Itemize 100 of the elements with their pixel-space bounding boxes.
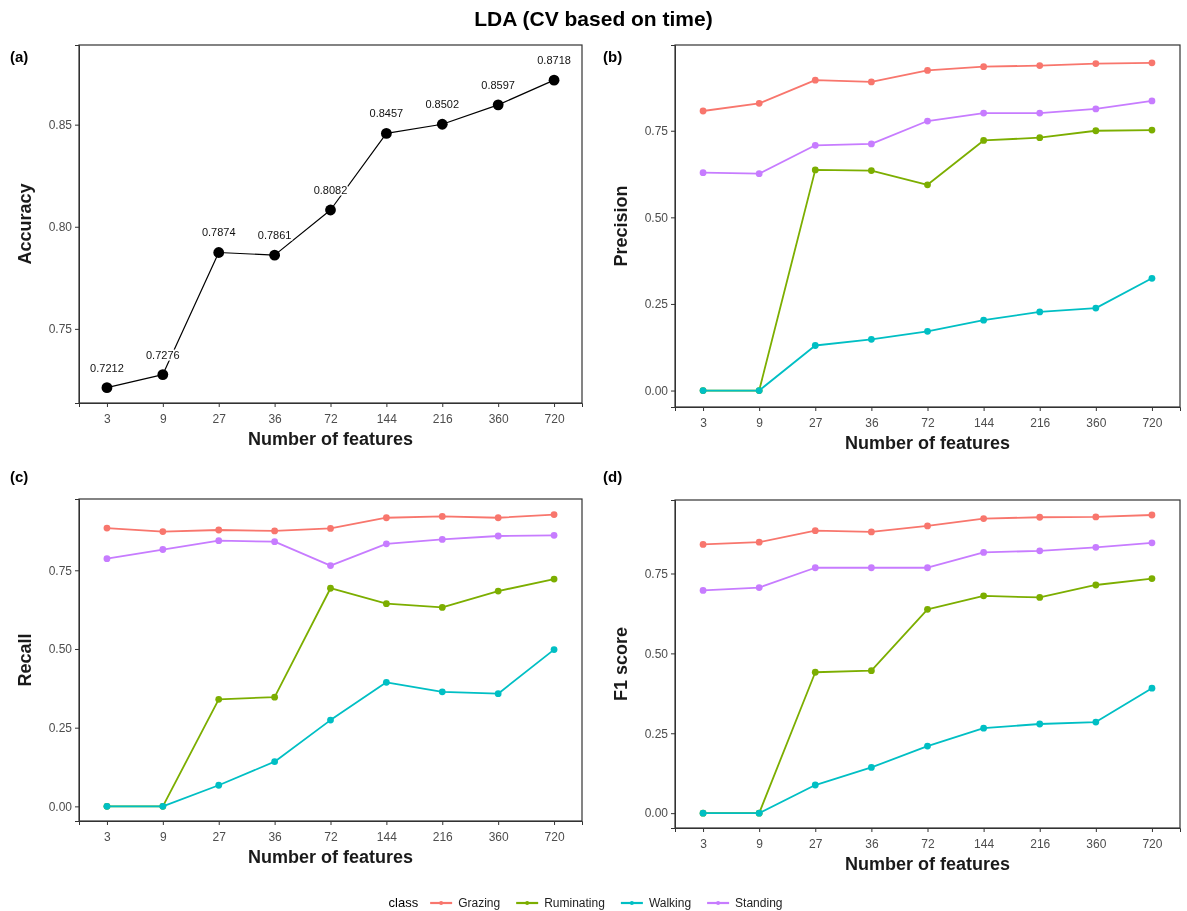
x-tick-label: 216: [1030, 416, 1051, 431]
point: [1092, 304, 1100, 312]
y-tick-label: 0.75: [48, 322, 73, 337]
point: [699, 169, 707, 177]
point: [699, 587, 707, 594]
x-tick-label: 144: [376, 412, 398, 427]
point: [215, 695, 223, 703]
x-tick-label: 36: [865, 837, 879, 852]
point: [1036, 513, 1044, 521]
point: [382, 678, 390, 686]
x-tick-label: 720: [1142, 416, 1163, 431]
x-tick-label: 36: [268, 830, 283, 845]
x-tick-label: 144: [974, 837, 995, 852]
point: [436, 118, 448, 130]
x-tick-label: 72: [921, 837, 935, 852]
point: [327, 584, 334, 592]
text: (c): [10, 468, 29, 485]
point: [325, 204, 336, 216]
y-tick-label: 0.50: [48, 642, 73, 657]
x-tick-label: 9: [756, 837, 764, 852]
point: [1036, 134, 1044, 142]
point: [382, 600, 390, 608]
point: [1148, 59, 1156, 67]
point: [327, 525, 334, 532]
x-tick-label: 144: [376, 830, 398, 845]
text: (a): [10, 48, 29, 65]
y-tick-label: 0.75: [644, 566, 669, 581]
x-tick-label: 144: [974, 416, 995, 431]
x-tick-label: 72: [921, 416, 935, 431]
point: [327, 716, 334, 724]
x-tick-label: 72: [324, 412, 338, 427]
legend-label: Walking: [648, 896, 692, 910]
point: [1092, 513, 1100, 521]
point: [980, 515, 988, 522]
point: [867, 78, 875, 86]
point: [1148, 126, 1156, 134]
point: [271, 758, 279, 766]
x-axis-title: Number of features: [247, 429, 414, 449]
data-label: 0.8597: [481, 78, 515, 91]
legend-label: Grazing: [458, 896, 501, 910]
point: [271, 527, 279, 535]
x-tick-label: 3: [104, 830, 112, 845]
point: [867, 528, 875, 536]
point: [1092, 581, 1100, 589]
point: [438, 688, 446, 696]
data-label: 0.7212: [90, 361, 124, 374]
point: [438, 513, 446, 520]
point: [494, 587, 502, 595]
point: [924, 117, 931, 125]
x-tick-label: 3: [104, 412, 112, 427]
x-tick-label: 36: [268, 412, 283, 427]
y-tick-label: 0.00: [644, 806, 669, 821]
point: [811, 76, 819, 84]
point: [1036, 594, 1044, 601]
point: [924, 564, 931, 572]
point: [494, 690, 502, 698]
y-tick-label: 0.25: [48, 721, 73, 736]
point: [1092, 718, 1100, 726]
point: [811, 564, 819, 572]
point: [271, 538, 279, 546]
point: [327, 562, 334, 569]
x-tick-label: 27: [212, 412, 227, 427]
point: [699, 107, 707, 115]
point: [438, 604, 446, 611]
point: [924, 327, 931, 335]
point: [215, 781, 223, 789]
point: [924, 605, 931, 613]
point: [213, 247, 225, 258]
x-tick-label: 720: [544, 830, 565, 845]
point: [811, 527, 819, 535]
point: [550, 511, 558, 518]
point: [157, 369, 169, 381]
point: [438, 536, 446, 543]
text: (b): [603, 48, 623, 65]
x-tick-label: 360: [488, 412, 509, 427]
point: [980, 137, 988, 144]
x-tick-label: 27: [809, 416, 823, 431]
point: [492, 99, 504, 111]
point: [494, 532, 502, 540]
point: [159, 546, 167, 553]
x-tick-label: 360: [1086, 416, 1107, 431]
x-tick-label: 27: [212, 830, 227, 845]
y-tick-label: 0.25: [644, 726, 669, 741]
point: [811, 342, 819, 349]
data-label: 0.8502: [425, 98, 460, 111]
x-tick-label: 216: [432, 412, 454, 427]
point: [215, 537, 223, 545]
y-tick-label: 0.50: [644, 210, 669, 225]
point: [1092, 127, 1100, 135]
y-axis-title: Precision: [611, 185, 631, 267]
point: [811, 166, 819, 174]
y-tick-label: 0.75: [48, 563, 73, 578]
point: [980, 592, 988, 600]
point: [867, 764, 875, 771]
point: [1148, 511, 1156, 519]
point: [980, 724, 988, 732]
point: [867, 140, 875, 148]
y-tick-label: 0.50: [644, 646, 669, 661]
point: [1036, 62, 1044, 70]
point: [1092, 105, 1100, 113]
